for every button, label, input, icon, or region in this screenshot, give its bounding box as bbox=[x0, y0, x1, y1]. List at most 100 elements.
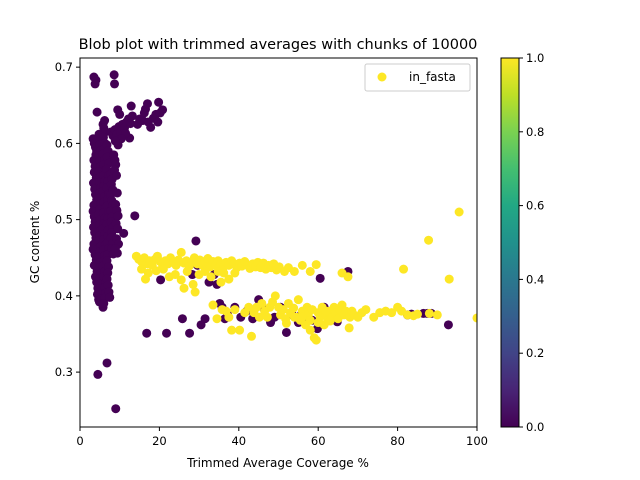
colorbar-ticks: 0.0 0.2 0.4 0.6 0.8 1.0 bbox=[519, 51, 544, 434]
data-point bbox=[297, 312, 307, 322]
legend-box bbox=[364, 63, 471, 92]
data-point bbox=[110, 79, 120, 89]
data-point bbox=[262, 312, 272, 322]
data-point bbox=[182, 266, 192, 276]
data-point bbox=[162, 328, 172, 338]
data-point bbox=[170, 270, 180, 280]
y-axis-label: GC content % bbox=[28, 201, 42, 284]
data-point bbox=[200, 266, 210, 276]
x-tick-label: 60 bbox=[311, 434, 326, 448]
data-point bbox=[179, 283, 189, 293]
data-point bbox=[235, 325, 245, 335]
data-point bbox=[412, 309, 422, 319]
data-point bbox=[424, 235, 434, 245]
series-1 bbox=[131, 207, 477, 345]
data-point bbox=[227, 325, 237, 335]
colorbar-tick-label: 0.4 bbox=[526, 272, 544, 286]
data-point bbox=[432, 310, 442, 320]
data-point bbox=[185, 328, 195, 338]
y-axis: 0.3 0.4 0.5 0.6 0.7 bbox=[55, 60, 80, 379]
x-tick-label: 40 bbox=[231, 434, 246, 448]
data-point bbox=[305, 266, 315, 276]
data-point bbox=[278, 305, 288, 315]
data-point bbox=[224, 274, 234, 284]
y-tick-label: 0.4 bbox=[55, 289, 73, 303]
data-point bbox=[208, 300, 218, 310]
data-point bbox=[109, 70, 119, 80]
data-point bbox=[112, 170, 122, 180]
chart-title: Blob plot with trimmed averages with chu… bbox=[79, 37, 478, 53]
data-point bbox=[257, 298, 267, 308]
data-point bbox=[305, 325, 315, 335]
data-point bbox=[444, 274, 454, 284]
data-point bbox=[137, 264, 147, 274]
data-point bbox=[99, 298, 109, 308]
data-point bbox=[190, 287, 200, 297]
data-point bbox=[158, 105, 168, 115]
data-point bbox=[188, 279, 198, 289]
data-point bbox=[90, 79, 100, 89]
x-axis-label: Trimmed Average Coverage % bbox=[186, 456, 369, 470]
data-point bbox=[289, 312, 299, 322]
x-axis: 0 20 40 60 80 100 bbox=[76, 427, 488, 448]
data-point bbox=[343, 272, 353, 282]
colorbar-tick-label: 0.8 bbox=[526, 125, 544, 139]
y-tick-label: 0.6 bbox=[55, 136, 73, 150]
data-point bbox=[130, 211, 140, 221]
data-point bbox=[216, 277, 226, 287]
data-point bbox=[119, 228, 129, 238]
data-point bbox=[142, 99, 152, 109]
data-point bbox=[247, 331, 256, 341]
x-tick-label: 80 bbox=[390, 434, 405, 448]
data-point bbox=[321, 306, 331, 316]
x-tick-label: 20 bbox=[152, 434, 167, 448]
data-point bbox=[270, 291, 280, 301]
data-point bbox=[443, 320, 453, 330]
y-tick-label: 0.5 bbox=[55, 213, 73, 227]
data-point bbox=[311, 260, 321, 270]
data-point bbox=[315, 273, 325, 283]
data-point bbox=[281, 318, 291, 328]
colorbar-frame bbox=[500, 57, 520, 428]
legend: in_fasta bbox=[364, 63, 471, 92]
data-point bbox=[311, 335, 321, 345]
data-point bbox=[289, 266, 299, 276]
data-point bbox=[293, 295, 303, 305]
data-point bbox=[313, 318, 323, 328]
data-point bbox=[113, 211, 123, 221]
scatter-points bbox=[88, 70, 477, 414]
data-point bbox=[146, 122, 156, 132]
data-point bbox=[156, 275, 166, 285]
data-point bbox=[110, 244, 120, 254]
data-point bbox=[325, 316, 335, 326]
data-point bbox=[126, 101, 136, 111]
plot-frame bbox=[79, 57, 478, 428]
data-point bbox=[454, 207, 464, 217]
colorbar-gradient bbox=[501, 58, 519, 427]
data-point bbox=[105, 292, 115, 302]
data-point bbox=[281, 327, 291, 337]
x-tick-label: 100 bbox=[466, 434, 488, 448]
data-point bbox=[219, 268, 229, 278]
legend-entry-label: in_fasta bbox=[409, 70, 456, 84]
data-point bbox=[158, 264, 168, 274]
data-point bbox=[177, 314, 187, 324]
data-point bbox=[92, 107, 102, 117]
y-tick-label: 0.7 bbox=[55, 60, 73, 74]
data-point bbox=[289, 303, 299, 313]
data-point bbox=[200, 314, 210, 324]
data-point bbox=[93, 369, 103, 379]
data-point bbox=[139, 108, 149, 118]
data-point bbox=[125, 119, 135, 129]
colorbar-tick-label: 0.2 bbox=[526, 346, 544, 360]
data-point bbox=[176, 247, 186, 257]
colorbar-tick-label: 0.6 bbox=[526, 199, 544, 213]
legend-marker bbox=[377, 72, 387, 82]
data-point bbox=[112, 188, 122, 198]
data-point bbox=[110, 136, 120, 146]
colorbar-tick-label: 0.0 bbox=[526, 420, 544, 434]
data-point bbox=[103, 280, 113, 290]
data-point bbox=[100, 116, 110, 126]
data-point bbox=[111, 404, 121, 414]
